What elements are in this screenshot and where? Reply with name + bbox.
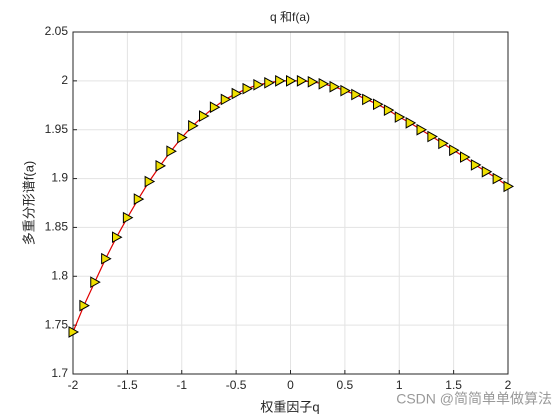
marker bbox=[155, 160, 167, 172]
marker bbox=[340, 84, 351, 97]
marker bbox=[188, 119, 199, 132]
y-axis-label: 多重分形谱f(a) bbox=[21, 161, 36, 246]
y-tick-label: 1.75 bbox=[45, 317, 69, 331]
marker bbox=[449, 144, 460, 157]
marker bbox=[405, 117, 417, 129]
x-tick-label: -0.5 bbox=[226, 378, 247, 392]
x-tick-label: -2 bbox=[68, 378, 79, 392]
marker bbox=[166, 145, 177, 158]
marker bbox=[307, 75, 319, 88]
marker bbox=[144, 175, 156, 188]
marker bbox=[101, 252, 112, 265]
watermark: CSDN @简简单单做算法 bbox=[396, 391, 552, 407]
marker bbox=[416, 123, 428, 136]
chart-title: q 和f(a) bbox=[270, 10, 310, 24]
marker bbox=[503, 180, 515, 193]
x-tick-label: 1 bbox=[396, 378, 403, 392]
y-tick-label: 2.05 bbox=[45, 24, 69, 38]
marker bbox=[362, 93, 373, 106]
marker bbox=[253, 78, 264, 91]
y-tick-label: 1.9 bbox=[51, 171, 68, 185]
y-tick-label: 1.85 bbox=[45, 220, 69, 234]
x-tick-label: -1.5 bbox=[117, 378, 138, 392]
marker bbox=[264, 76, 275, 89]
marker bbox=[394, 111, 406, 123]
x-tick-label: 1.5 bbox=[445, 378, 462, 392]
marker bbox=[122, 211, 134, 224]
marker bbox=[383, 104, 395, 117]
marker bbox=[296, 75, 308, 87]
marker bbox=[427, 130, 438, 143]
marker bbox=[220, 93, 232, 106]
marker bbox=[286, 75, 297, 87]
marker bbox=[275, 75, 286, 87]
marker bbox=[133, 193, 145, 205]
x-tick-label: 0.5 bbox=[337, 378, 354, 392]
y-tick-label: 1.7 bbox=[51, 366, 68, 380]
marker bbox=[329, 80, 341, 93]
marker bbox=[492, 172, 504, 185]
marker bbox=[231, 87, 243, 100]
marker bbox=[373, 98, 384, 111]
x-tick-label: -1 bbox=[176, 378, 187, 392]
marker bbox=[481, 165, 493, 178]
marker bbox=[79, 299, 90, 312]
marker bbox=[470, 159, 482, 171]
y-tick-label: 1.8 bbox=[51, 268, 68, 282]
x-axis-label: 权重因子q bbox=[260, 399, 319, 414]
marker bbox=[209, 101, 221, 114]
marker bbox=[242, 82, 254, 95]
marker bbox=[90, 276, 101, 288]
marker bbox=[199, 110, 210, 122]
y-tick-label: 2 bbox=[61, 73, 68, 87]
marker bbox=[177, 131, 188, 144]
marker bbox=[438, 137, 449, 150]
marker bbox=[460, 151, 471, 163]
x-tick-label: 0 bbox=[287, 378, 294, 392]
marker bbox=[318, 77, 330, 90]
x-tick-label: 2 bbox=[505, 378, 512, 392]
y-tick-label: 1.95 bbox=[45, 122, 69, 136]
marker bbox=[351, 88, 362, 101]
marker bbox=[68, 326, 80, 338]
marker bbox=[112, 231, 123, 244]
plot-frame bbox=[72, 31, 509, 375]
